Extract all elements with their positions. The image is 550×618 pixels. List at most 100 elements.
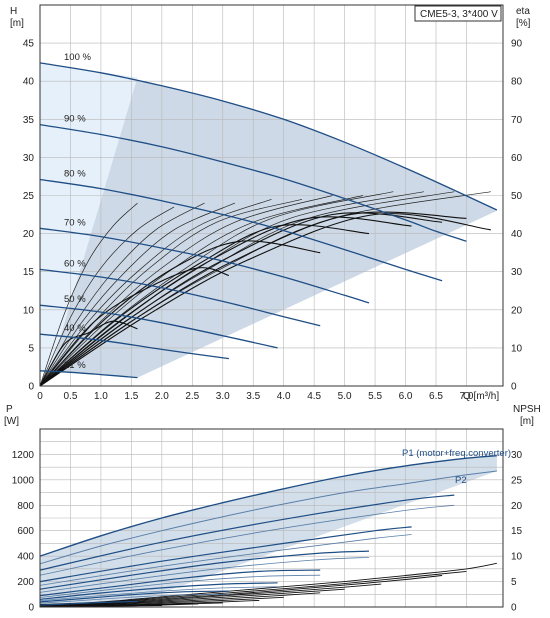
eta-curve (39, 202, 205, 387)
head-curve (39, 304, 278, 349)
eta-curve (39, 211, 467, 387)
npsh-curve (39, 588, 345, 607)
p-tick-label: 400 (17, 552, 34, 563)
eta-curve (39, 202, 138, 387)
eta-curve (39, 198, 272, 387)
y2-tick-label: 10 (511, 343, 523, 354)
npsh-curve (39, 583, 382, 606)
npsh-tick-label: 30 (511, 450, 523, 461)
head-curve-label: 100 % (64, 52, 91, 63)
p1-main-curve (39, 455, 497, 557)
head-curve-label: 21 % (64, 360, 86, 371)
p2-main-curve (39, 470, 497, 565)
eta-curve (39, 224, 370, 387)
y-tick-label: 5 (28, 343, 34, 354)
x-tick-label: 1.5 (124, 391, 138, 402)
y-tick-label: 20 (23, 229, 35, 240)
y-tick-label: 40 (23, 77, 35, 88)
head-curve-label: 40 % (64, 323, 86, 334)
x-tick-label: 4.0 (277, 391, 291, 402)
head-curve-label: 60 % (64, 258, 86, 269)
y2-tick-label: 50 (511, 191, 523, 202)
low-flow-area-fill (40, 62, 138, 375)
eta-curve (39, 320, 138, 387)
npsh-tick-label: 20 (511, 501, 523, 512)
p1-curve (39, 600, 138, 606)
npsh-tick-label: 5 (511, 577, 517, 588)
y-tick-label: 0 (28, 382, 34, 393)
y2-tick-label: 20 (511, 305, 523, 316)
y2-tick-label: 90 (511, 39, 523, 50)
p-axis-unit: [W] (4, 416, 19, 427)
operating-area (40, 62, 497, 378)
model-label: CME5-3, 3*400 V (420, 9, 498, 20)
p-tick-label: 1000 (12, 475, 35, 486)
p1-series-label: P1 (motor+freq.converter) (402, 448, 511, 459)
eta-curve (39, 240, 321, 387)
y2-tick-label: 30 (511, 267, 523, 278)
head-curve (39, 227, 370, 304)
x-tick-label: 3.5 (246, 391, 260, 402)
y-tick-label: 35 (23, 115, 35, 126)
y2-tick-label: 80 (511, 77, 523, 88)
p-tick-label: 0 (28, 603, 34, 614)
eta-curve (39, 206, 175, 387)
p1-curve (39, 590, 229, 603)
p-axis-label: P (6, 404, 13, 415)
p2-series-label: P2 (455, 475, 467, 486)
p2-curve (39, 504, 455, 576)
eta-curve (39, 212, 443, 387)
p1-curve (39, 494, 455, 571)
x-tick-label: 6.0 (399, 391, 413, 402)
x-tick-label: 3.0 (216, 391, 230, 402)
npsh-axis-unit: [m] (520, 416, 534, 427)
head-curve-label: 50 % (64, 294, 86, 305)
head-curve-label: 90 % (64, 114, 86, 125)
eta-curve (39, 213, 491, 387)
npsh-tick-label: 0 (511, 603, 517, 614)
y2-tick-label: 0 (511, 382, 517, 393)
p2-curve (39, 534, 412, 586)
y2-tick-label: 70 (511, 115, 523, 126)
y-tick-label: 25 (23, 191, 35, 202)
bottom-tick-labels: 0 200 400 600 800 1000 1200 0 5 10 15 20 25 30 (12, 450, 523, 614)
p2-curve (39, 593, 229, 604)
y-tick-label: 30 (23, 153, 35, 164)
power-curves (39, 455, 497, 606)
head-curve-label: 80 % (64, 168, 86, 179)
efficiency-curves (39, 191, 491, 387)
y2-axis-label: eta (516, 6, 530, 17)
p1-curve (39, 569, 321, 597)
eta-curve (39, 202, 236, 387)
top-tick-labels: 0 0.5 1.0 1.5 2.0 2.5 3.0 3.5 4.0 4.5 5.0 5.5 6.0 6.5… (23, 39, 523, 402)
x-tick-label: 1.0 (94, 391, 108, 402)
x-tick-label: 2.5 (185, 391, 199, 402)
head-curve-labels: 100 % 90 % 80 % 70 % 60 % 50 % 40 % 21 % (64, 52, 91, 371)
head-curve (39, 123, 467, 242)
x-tick-label: 2.0 (155, 391, 169, 402)
x-tick-label: 5.0 (338, 391, 352, 402)
x-tick-label: 0.5 (64, 391, 78, 402)
x-tick-label: 4.5 (307, 391, 321, 402)
x-axis-label: Q [m³/h] (463, 391, 499, 402)
head-curve (39, 178, 443, 282)
y-tick-label: 45 (23, 39, 35, 50)
y-axis-label: H (10, 6, 17, 17)
head-curve (39, 62, 498, 211)
npsh-tick-label: 10 (511, 552, 523, 563)
p-tick-label: 200 (17, 577, 34, 588)
npsh-axis-label: NPSH (513, 404, 541, 415)
p1-curve (39, 550, 370, 590)
p1-curve (39, 526, 412, 583)
x-tick-label: 6.5 (429, 391, 443, 402)
head-curve (39, 370, 138, 379)
x-tick-label: 5.5 (368, 391, 382, 402)
y2-tick-label: 60 (511, 153, 523, 164)
p-tick-label: 800 (17, 501, 34, 512)
head-efficiency-chart: 0 0.5 1.0 1.5 2.0 2.5 3.0 3.5 4.0 4.5 5.0 5.5 6.0 6.5… (10, 4, 531, 402)
operating-area-fill (40, 62, 497, 378)
head-curves (39, 62, 498, 379)
head-curve (39, 268, 321, 327)
